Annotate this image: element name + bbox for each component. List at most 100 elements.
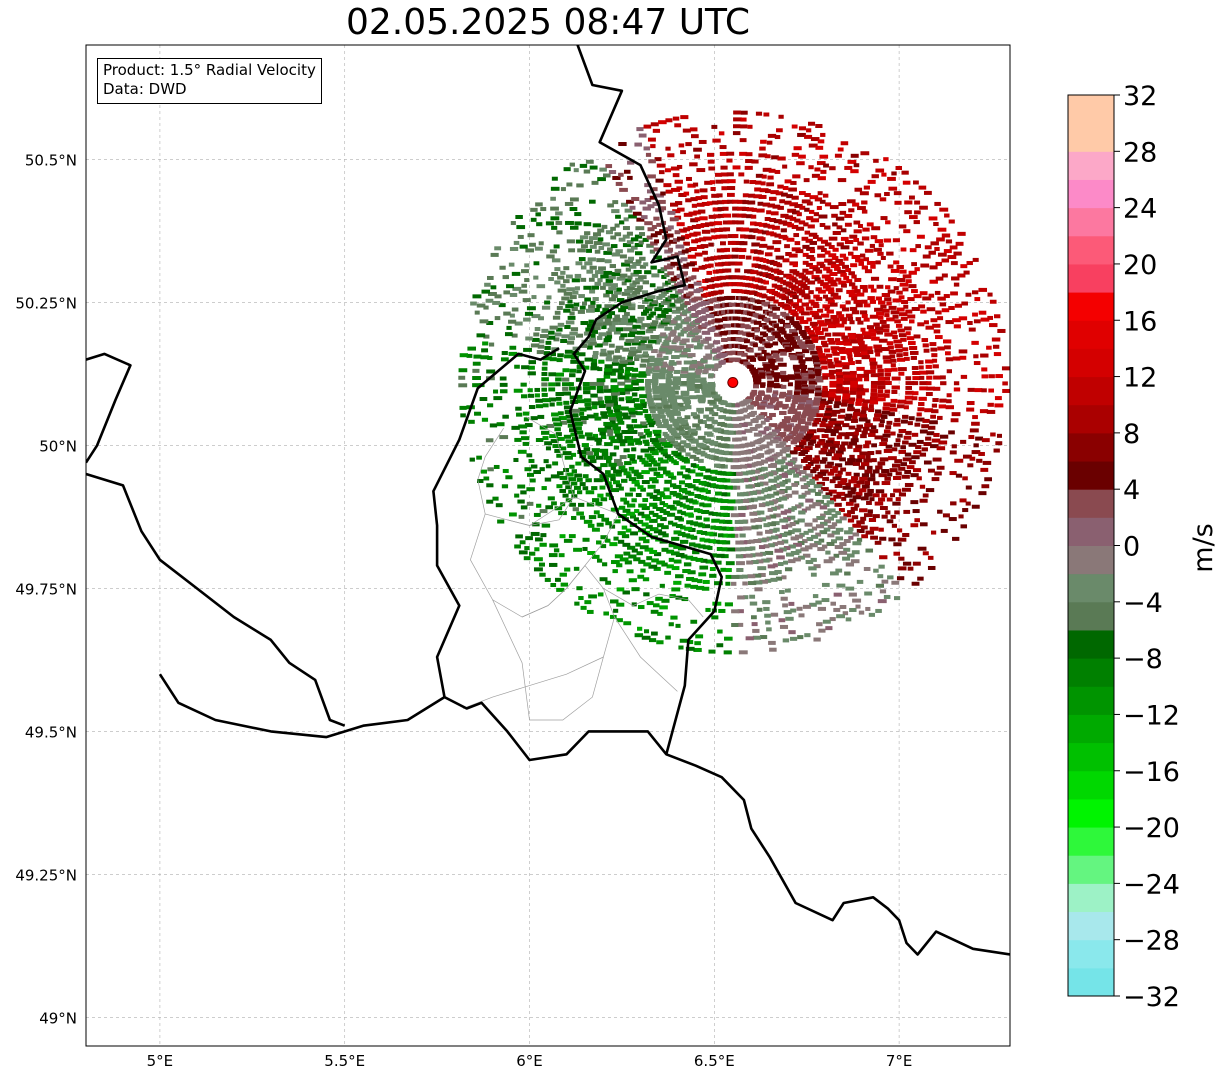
velocity-cell: [669, 417, 675, 422]
velocity-cell: [804, 633, 811, 638]
velocity-cell: [558, 416, 567, 421]
district-boundary: [462, 656, 604, 709]
velocity-cell: [742, 200, 749, 205]
velocity-cell: [702, 438, 712, 443]
velocity-cell: [871, 226, 881, 231]
velocity-cell: [749, 290, 758, 295]
velocity-cell: [816, 622, 823, 627]
velocity-cell: [693, 456, 700, 461]
velocity-cell: [727, 337, 733, 342]
velocity-cell: [661, 547, 669, 552]
velocity-cell: [536, 350, 545, 355]
velocity-cell: [711, 193, 720, 198]
velocity-cell: [752, 573, 762, 578]
velocity-cell: [735, 547, 742, 552]
velocity-cell: [785, 552, 795, 557]
velocity-cell: [724, 485, 733, 490]
velocity-cell: [724, 602, 733, 607]
velocity-cell: [897, 399, 907, 404]
velocity-cell: [839, 444, 845, 449]
velocity-cell: [764, 550, 774, 555]
colorbar-swatch: [1068, 629, 1114, 659]
velocity-cell: [854, 187, 863, 192]
velocity-cell: [847, 458, 856, 463]
velocity-cell: [845, 413, 853, 418]
velocity-cell: [642, 299, 649, 304]
velocity-cell: [953, 324, 961, 329]
velocity-cell: [474, 310, 480, 315]
velocity-cell: [829, 446, 836, 451]
velocity-cell: [604, 399, 613, 404]
velocity-cell: [909, 248, 917, 253]
velocity-cell: [838, 508, 845, 513]
velocity-cell: [692, 414, 700, 419]
velocity-cell: [472, 376, 481, 381]
velocity-cell: [941, 308, 950, 313]
velocity-cell: [639, 325, 645, 330]
velocity-cell: [625, 338, 635, 343]
velocity-cell: [626, 569, 634, 574]
velocity-cell: [737, 595, 745, 600]
velocity-cell: [840, 141, 849, 146]
velocity-cell: [832, 230, 841, 235]
velocity-cell: [678, 487, 688, 492]
velocity-cell: [911, 455, 920, 460]
velocity-cell: [822, 343, 829, 348]
velocity-cell: [671, 450, 679, 455]
velocity-cell: [584, 261, 593, 266]
velocity-cell: [596, 381, 605, 386]
velocity-cell: [627, 275, 633, 280]
velocity-cell: [627, 256, 635, 261]
velocity-cell: [611, 272, 621, 277]
velocity-cell: [559, 572, 567, 577]
velocity-cell: [823, 163, 829, 168]
velocity-cell: [824, 332, 832, 337]
velocity-cell: [631, 376, 637, 381]
velocity-cell: [720, 436, 730, 441]
velocity-cell: [823, 266, 831, 271]
velocity-cell: [808, 387, 816, 392]
velocity-cell: [824, 410, 833, 415]
velocity-cell: [845, 348, 855, 353]
velocity-cell: [616, 602, 625, 607]
velocity-cell: [726, 179, 736, 184]
velocity-cell: [848, 535, 854, 540]
velocity-cell: [802, 437, 811, 442]
velocity-cell: [736, 478, 744, 483]
velocity-cell: [618, 465, 626, 470]
velocity-cell: [701, 330, 711, 335]
velocity-cell: [852, 246, 858, 251]
velocity-cell: [894, 510, 900, 515]
velocity-cell: [631, 378, 639, 383]
velocity-cell: [987, 315, 994, 320]
velocity-cell: [973, 354, 979, 359]
velocity-cell: [936, 465, 945, 470]
data-source-label: Data: DWD: [103, 80, 187, 98]
velocity-cell: [672, 384, 679, 389]
lon-tick-label: 6.5°E: [694, 1052, 735, 1070]
velocity-cell: [791, 490, 799, 495]
velocity-cell: [760, 279, 766, 284]
velocity-cell: [687, 372, 697, 377]
velocity-cell: [775, 403, 784, 408]
velocity-cell: [811, 526, 818, 531]
velocity-cell: [814, 364, 821, 369]
velocity-cell: [755, 446, 763, 451]
velocity-cell: [749, 392, 756, 397]
velocity-cell: [779, 394, 785, 399]
velocity-cell: [655, 178, 664, 183]
velocity-cell: [728, 282, 734, 287]
velocity-cell: [554, 267, 561, 272]
velocity-cell: [692, 182, 699, 187]
velocity-cell: [818, 353, 826, 358]
velocity-cell: [626, 511, 636, 516]
velocity-cell: [842, 611, 849, 616]
velocity-cell: [696, 585, 705, 590]
velocity-cell: [812, 234, 819, 239]
velocity-cell: [615, 432, 623, 437]
velocity-cell: [650, 265, 657, 270]
velocity-cell: [815, 330, 824, 335]
velocity-cell: [815, 378, 824, 383]
velocity-cell: [517, 484, 526, 489]
velocity-cell: [758, 222, 768, 227]
